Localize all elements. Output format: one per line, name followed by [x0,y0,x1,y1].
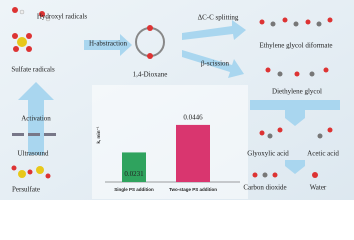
label: Glyoxylic acid [247,150,289,158]
label: Persulfate [12,186,40,194]
ultrasound-icons [12,133,56,136]
chart-panel [92,85,248,199]
value-label: 0.0231 [124,170,144,178]
label: Ultrasound [17,150,49,158]
x-tick-label: Single PS addition [114,187,154,192]
y-axis-label: k, min⁻¹ [96,126,101,143]
label: ΔC-C splitting [198,14,239,22]
label: Diethylene glycol [272,88,322,96]
bar [176,124,210,182]
label: H-abstraction [89,40,128,48]
bar [122,152,146,182]
arrows [18,20,340,174]
molecules [11,7,333,179]
label: Water [310,184,327,192]
label: 1,4-Dioxane [133,71,168,79]
label: β-scission [201,60,230,68]
diagram: Hydroxyl radicals Sulfate radicals Activ… [0,0,354,200]
label: Sulfate radicals [11,66,55,74]
value-label: 0.0446 [183,114,203,122]
label: Carbon dioxide [243,184,286,192]
label: Hydroxyl radicals [37,13,88,21]
label: Activation [21,115,51,123]
x-tick-label: Two-stage PS addition [169,187,217,192]
label: Acetic acid [307,150,339,158]
label: Ethylene glycol diformate [259,42,332,50]
